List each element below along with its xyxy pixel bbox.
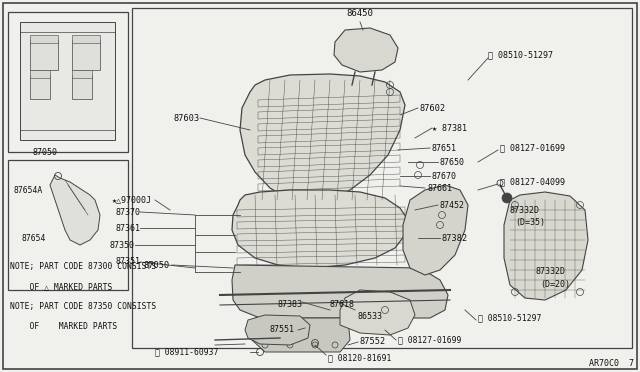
Text: AR70C0  7: AR70C0 7 — [589, 359, 634, 368]
Polygon shape — [20, 22, 115, 140]
Text: 87050: 87050 — [144, 260, 170, 269]
Text: 87602: 87602 — [420, 103, 446, 112]
Text: 87370: 87370 — [115, 208, 140, 217]
Text: 87654: 87654 — [22, 234, 46, 243]
Bar — [8, 160, 128, 290]
Bar — [72, 70, 92, 78]
Polygon shape — [504, 192, 588, 300]
Text: 87332D: 87332D — [510, 205, 540, 215]
Text: 87670: 87670 — [432, 171, 457, 180]
Bar — [30, 35, 58, 43]
Bar — [30, 75, 50, 99]
Text: Ⓢ 08510-51297: Ⓢ 08510-51297 — [478, 314, 541, 323]
Text: 87654A: 87654A — [14, 186, 44, 195]
Bar — [8, 12, 128, 152]
Text: (D=35): (D=35) — [515, 218, 545, 227]
Text: Ⓑ 08127-01699: Ⓑ 08127-01699 — [500, 144, 565, 153]
Text: 87452: 87452 — [440, 201, 465, 209]
Text: Ⓑ 08120-81691: Ⓑ 08120-81691 — [328, 353, 392, 362]
Text: 86450: 86450 — [347, 9, 373, 18]
Text: 87551: 87551 — [270, 326, 295, 334]
Text: OF △ MARKED PARTS: OF △ MARKED PARTS — [10, 282, 113, 291]
Polygon shape — [232, 265, 448, 318]
Text: 87332D: 87332D — [535, 267, 565, 276]
Text: (D=20): (D=20) — [540, 279, 570, 289]
Text: 87383: 87383 — [278, 300, 303, 309]
Text: 87618: 87618 — [330, 300, 355, 309]
Text: ★ 87381: ★ 87381 — [432, 124, 467, 132]
Text: Ⓑ 08127-04099: Ⓑ 08127-04099 — [500, 177, 565, 186]
Text: 87603: 87603 — [173, 113, 200, 122]
Text: 87361: 87361 — [115, 224, 140, 232]
Text: 87382: 87382 — [442, 234, 468, 243]
Text: 87651: 87651 — [432, 144, 457, 153]
Polygon shape — [340, 290, 415, 335]
Polygon shape — [252, 318, 350, 352]
Bar — [72, 35, 100, 43]
Polygon shape — [240, 74, 405, 205]
Polygon shape — [403, 185, 468, 275]
Polygon shape — [334, 28, 398, 72]
Bar — [30, 70, 50, 78]
Polygon shape — [50, 175, 100, 245]
Text: 86533: 86533 — [358, 312, 383, 321]
Text: Ⓝ 08911-60937: Ⓝ 08911-60937 — [155, 347, 218, 356]
Bar — [72, 75, 92, 99]
Text: 87050: 87050 — [33, 148, 58, 157]
Text: 87650: 87650 — [440, 157, 465, 167]
Text: 87351: 87351 — [115, 257, 140, 266]
Text: Ⓑ 08127-01699: Ⓑ 08127-01699 — [398, 336, 461, 344]
Bar — [30, 40, 58, 70]
Text: ★△97000J: ★△97000J — [112, 196, 152, 205]
Bar — [72, 40, 100, 70]
Text: NOTE; PART CODE 87350 CONSISTS: NOTE; PART CODE 87350 CONSISTS — [10, 302, 156, 311]
Text: 87350: 87350 — [110, 241, 135, 250]
Circle shape — [502, 193, 512, 203]
Text: 87552: 87552 — [360, 337, 387, 346]
Text: OF    MARKED PARTS: OF MARKED PARTS — [10, 322, 117, 331]
Bar — [132, 8, 632, 348]
Text: Ⓢ 08510-51297: Ⓢ 08510-51297 — [488, 51, 553, 60]
Text: 87661: 87661 — [427, 183, 452, 192]
Text: NOTE; PART CODE 87300 CONSISTS: NOTE; PART CODE 87300 CONSISTS — [10, 262, 156, 271]
Polygon shape — [232, 190, 408, 268]
Polygon shape — [245, 315, 310, 345]
